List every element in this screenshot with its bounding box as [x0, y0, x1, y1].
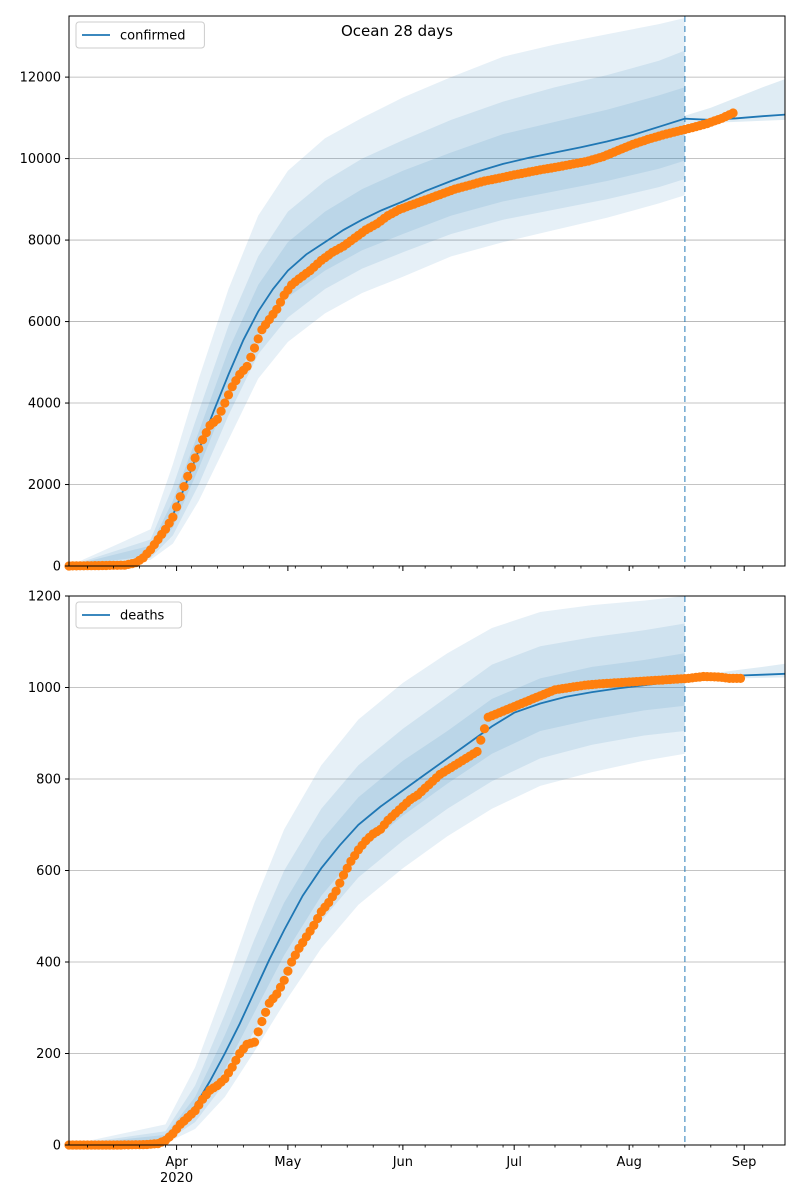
band-inner-area	[69, 87, 685, 567]
observed-point	[335, 878, 345, 888]
x-tick-label: May	[274, 1155, 301, 1170]
y-tick-label: 200	[36, 1047, 61, 1062]
x-tick-label: Apr	[165, 1155, 188, 1170]
x-tick-label: Jun	[392, 1155, 413, 1170]
y-tick-label: 0	[53, 1139, 61, 1154]
band-middle-area	[69, 50, 685, 567]
y-tick-label: 1200	[28, 590, 61, 605]
y-tick-label: 0	[53, 560, 61, 575]
observed-point	[183, 471, 193, 481]
observed-point	[190, 453, 200, 463]
observed-point	[223, 390, 234, 400]
y-tick-label: 4000	[28, 397, 61, 412]
observed-point	[342, 863, 352, 873]
figure-title: Ocean 28 days	[341, 22, 453, 40]
observed-point	[220, 398, 230, 408]
observed-point	[331, 886, 341, 896]
legend-label: confirmed	[120, 29, 186, 44]
observed-point	[275, 982, 286, 992]
observed-point	[476, 735, 486, 745]
observed-point	[168, 512, 178, 522]
observed-point	[194, 444, 204, 454]
observed-point	[175, 492, 185, 502]
observed-point	[272, 989, 282, 999]
y-tick-label: 800	[36, 773, 61, 788]
observed-point	[179, 482, 189, 492]
observed-point	[472, 746, 482, 757]
observed-point	[272, 304, 282, 314]
x-tick-label: Aug	[616, 1155, 641, 1170]
observed-point	[249, 1037, 260, 1047]
observed-point	[246, 352, 256, 362]
observed-point	[186, 462, 196, 472]
observed-point	[253, 334, 263, 344]
observed-point	[242, 361, 252, 371]
observed-point	[279, 975, 289, 985]
observed-point	[309, 920, 319, 931]
observed-point	[313, 913, 323, 924]
band-outer-area	[69, 18, 685, 566]
axes-frame	[68, 15, 786, 567]
x-tick-label: Jul	[505, 1155, 522, 1170]
observed-point	[735, 673, 746, 684]
y-tick-label: 1000	[28, 681, 61, 696]
observed-point	[231, 1055, 241, 1065]
observed-point	[227, 1062, 237, 1072]
observed-point	[257, 1016, 267, 1027]
observed-point	[728, 108, 738, 118]
confirmed-panel: 0 2000 4000 6000 8000 10000 12000 confirmed	[20, 15, 786, 575]
observed-point	[198, 435, 208, 445]
y-tick-label: 10000	[20, 152, 61, 167]
observed-point	[253, 1027, 263, 1037]
band-future-area	[684, 79, 785, 124]
observed-point	[249, 343, 260, 353]
observed-point	[216, 406, 226, 416]
y-tick-label: 600	[36, 864, 61, 879]
observed-point	[290, 950, 300, 960]
y-tick-label: 12000	[20, 71, 61, 86]
y-tick-label: 6000	[28, 315, 61, 330]
legend-label: deaths	[120, 609, 165, 624]
x-tick-sublabel: 2020	[160, 1171, 193, 1186]
observed-point	[479, 724, 490, 734]
band-middle-area	[69, 623, 685, 1145]
band-outer-area	[69, 596, 685, 1145]
observed-point	[338, 870, 349, 880]
observed-point	[201, 428, 211, 438]
observed-point	[172, 502, 182, 512]
observed-point	[275, 297, 286, 307]
y-tick-label: 400	[36, 956, 61, 971]
x-tick-label: Sep	[732, 1155, 757, 1170]
y-tick-label: 2000	[28, 478, 61, 493]
y-tick-label: 8000	[28, 234, 61, 249]
observed-point	[283, 966, 293, 976]
observed-point	[261, 1007, 271, 1017]
legend-box	[75, 601, 183, 629]
legend-box	[75, 21, 205, 49]
observed-point	[212, 414, 222, 424]
band-inner-area	[69, 653, 685, 1145]
observed-point	[287, 957, 297, 967]
